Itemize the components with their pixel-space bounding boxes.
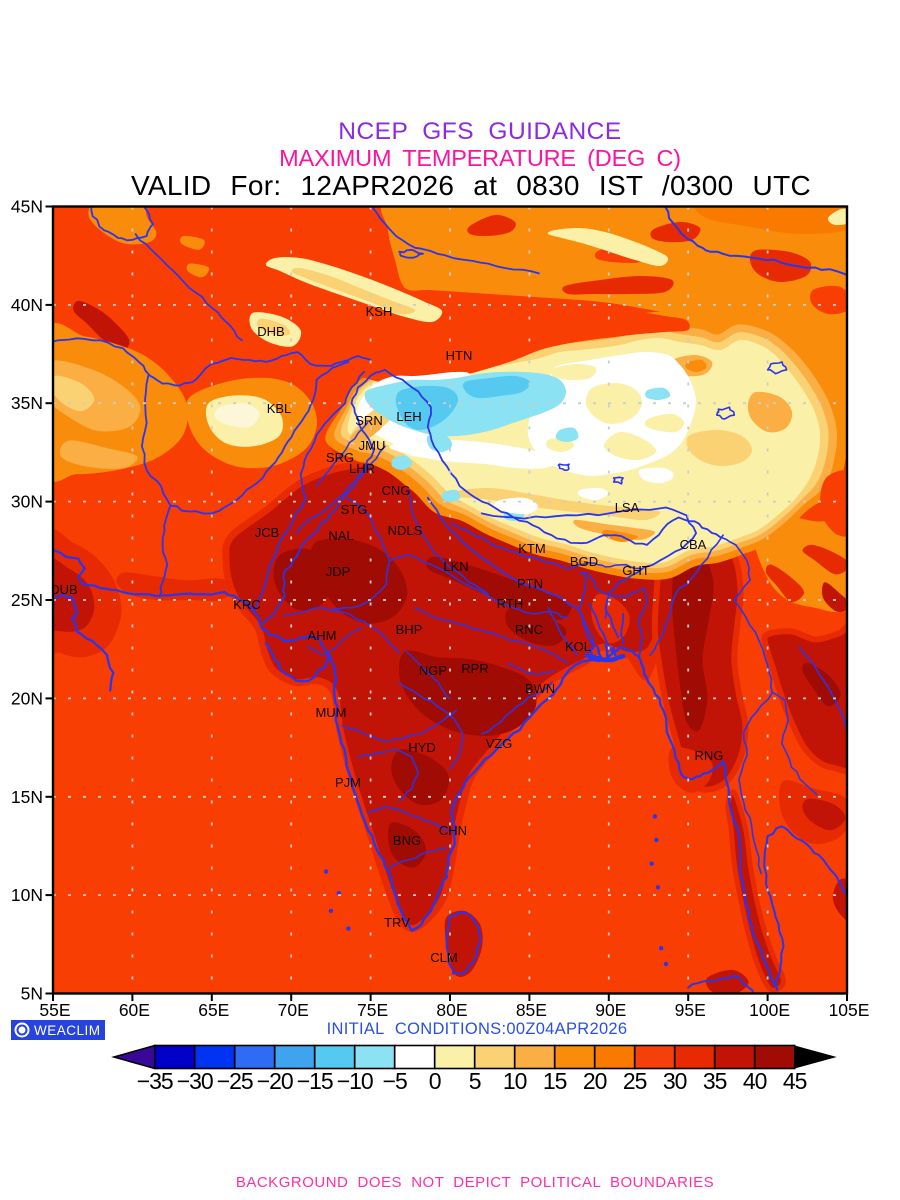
svg-text:KRC: KRC	[233, 597, 260, 612]
svg-text:GHT: GHT	[622, 563, 650, 578]
svg-text:KTM: KTM	[518, 541, 545, 556]
svg-text:SRG: SRG	[326, 450, 354, 465]
svg-text:HTN: HTN	[446, 348, 473, 363]
svg-text:CHN: CHN	[439, 823, 467, 838]
svg-text:15N: 15N	[11, 787, 43, 807]
svg-text:−30: −30	[177, 1068, 213, 1094]
svg-text:STG: STG	[341, 502, 368, 517]
svg-text:DHB: DHB	[257, 324, 284, 339]
svg-text:SRN: SRN	[355, 413, 382, 428]
svg-text:45N: 45N	[11, 197, 43, 217]
svg-text:LEH: LEH	[396, 409, 421, 424]
svg-text:70E: 70E	[278, 1000, 309, 1020]
svg-text:TRV: TRV	[384, 915, 410, 930]
svg-text:BGD: BGD	[570, 554, 598, 569]
svg-text:CBA: CBA	[680, 537, 707, 552]
svg-text:CNG: CNG	[382, 483, 411, 498]
svg-text:JMU: JMU	[359, 438, 386, 453]
svg-text:25N: 25N	[11, 590, 43, 610]
svg-text:75E: 75E	[357, 1000, 388, 1020]
svg-text:LSA: LSA	[615, 500, 640, 515]
svg-text:100E: 100E	[749, 1000, 790, 1020]
svg-text:20N: 20N	[11, 688, 43, 708]
svg-text:LKN: LKN	[443, 559, 468, 574]
svg-text:VZG: VZG	[486, 736, 513, 751]
svg-text:DUB: DUB	[50, 582, 77, 597]
svg-text:PTN: PTN	[517, 576, 543, 591]
svg-text:10N: 10N	[11, 885, 43, 905]
svg-text:RPR: RPR	[461, 661, 488, 676]
svg-text:20: 20	[583, 1068, 607, 1094]
svg-text:−5: −5	[383, 1068, 407, 1094]
svg-text:90E: 90E	[595, 1000, 626, 1020]
svg-text:35: 35	[703, 1068, 727, 1094]
svg-text:HYD: HYD	[408, 740, 435, 755]
svg-text:NCEP GFS GUIDANCE: NCEP GFS GUIDANCE	[338, 118, 621, 145]
svg-text:5: 5	[469, 1068, 481, 1094]
svg-text:30N: 30N	[11, 492, 43, 512]
svg-text:BHP: BHP	[396, 622, 423, 637]
svg-text:NAL: NAL	[328, 528, 353, 543]
svg-text:40: 40	[743, 1068, 767, 1094]
svg-text:RNG: RNG	[695, 748, 724, 763]
svg-text:JDP: JDP	[326, 564, 351, 579]
svg-text:105E: 105E	[829, 1000, 870, 1020]
svg-text:55E: 55E	[39, 1000, 70, 1020]
svg-text:INITIAL CONDITIONS:00Z04APR202: INITIAL CONDITIONS:00Z04APR2026	[327, 1020, 628, 1038]
svg-text:BNG: BNG	[393, 833, 421, 848]
svg-text:80E: 80E	[436, 1000, 467, 1020]
svg-text:40N: 40N	[11, 295, 43, 315]
svg-text:MUM: MUM	[315, 705, 346, 720]
svg-text:30: 30	[663, 1068, 687, 1094]
svg-text:RNC: RNC	[515, 622, 543, 637]
svg-text:KSH: KSH	[366, 304, 393, 319]
svg-text:65E: 65E	[198, 1000, 229, 1020]
svg-text:PJM: PJM	[335, 775, 361, 790]
svg-text:MAXIMUM TEMPERATURE (DEG C): MAXIMUM TEMPERATURE (DEG C)	[279, 145, 681, 171]
svg-text:AHM: AHM	[308, 628, 337, 643]
svg-text:−25: −25	[217, 1068, 253, 1094]
svg-text:NGP: NGP	[419, 663, 447, 678]
svg-text:NDLS: NDLS	[388, 523, 423, 538]
svg-text:35N: 35N	[11, 393, 43, 413]
svg-text:JCB: JCB	[255, 525, 280, 540]
svg-text:0: 0	[429, 1068, 441, 1094]
svg-text:15: 15	[543, 1068, 567, 1094]
svg-text:95E: 95E	[675, 1000, 706, 1020]
svg-text:45: 45	[783, 1068, 807, 1094]
svg-text:−20: −20	[257, 1068, 293, 1094]
svg-text:85E: 85E	[516, 1000, 547, 1020]
svg-text:10: 10	[503, 1068, 527, 1094]
svg-text:KOL: KOL	[565, 639, 591, 654]
svg-text:BWN: BWN	[525, 681, 555, 696]
svg-text:25: 25	[623, 1068, 647, 1094]
svg-text:LHR: LHR	[349, 461, 375, 476]
svg-text:−35: −35	[137, 1068, 173, 1094]
svg-text:60E: 60E	[119, 1000, 150, 1020]
svg-text:KBL: KBL	[267, 401, 292, 416]
svg-text:BACKGROUND DOES NOT DEPICT POL: BACKGROUND DOES NOT DEPICT POLITICAL BOU…	[236, 1174, 714, 1191]
svg-text:VALID For: 12APR2026 at 0830 I: VALID For: 12APR2026 at 0830 IST /0300 U…	[131, 170, 811, 201]
svg-text:−15: −15	[297, 1068, 333, 1094]
svg-text:WEACLIM: WEACLIM	[34, 1023, 101, 1038]
svg-text:5N: 5N	[21, 984, 43, 1004]
svg-text:RTH: RTH	[497, 596, 523, 611]
svg-text:−10: −10	[337, 1068, 373, 1094]
svg-text:CLM: CLM	[430, 950, 457, 965]
